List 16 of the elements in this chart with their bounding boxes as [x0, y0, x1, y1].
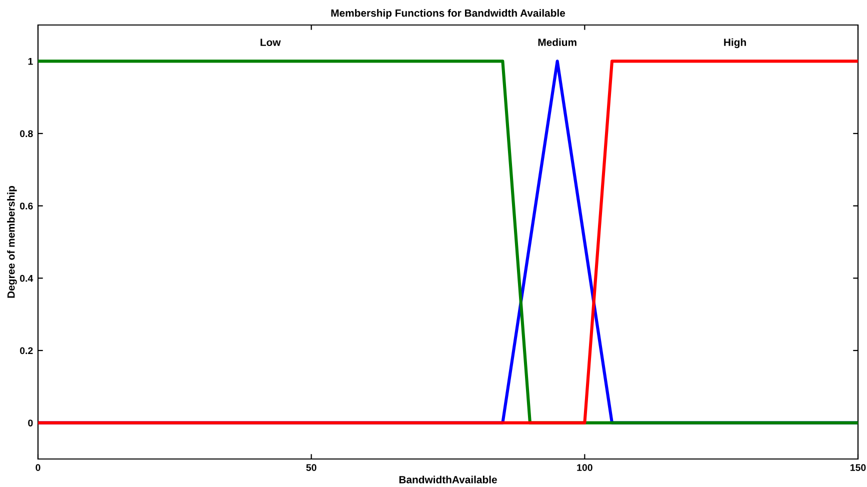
- series-label: Medium: [538, 38, 576, 46]
- y-tick-label: 0: [28, 420, 33, 426]
- series-label: High: [724, 38, 746, 48]
- x-tick-label: 0: [36, 464, 40, 471]
- x-axis-title: BandwidthAvailable: [399, 476, 497, 484]
- y-tick-label: 0.8: [20, 130, 33, 138]
- x-tick-label: 50: [306, 464, 316, 471]
- y-tick-label: 1: [28, 58, 33, 65]
- y-tick-label: 0.6: [20, 202, 33, 210]
- y-axis-title: Degree of membership: [7, 186, 17, 298]
- y-tick-label: 0.2: [20, 347, 33, 354]
- chart-title: Membership Functions for Bandwidth Available: [331, 9, 566, 19]
- x-tick-label: 150: [850, 464, 866, 471]
- series-label: Low: [260, 38, 281, 46]
- y-tick-label: 0.4: [20, 274, 34, 282]
- x-tick-label: 100: [577, 464, 592, 471]
